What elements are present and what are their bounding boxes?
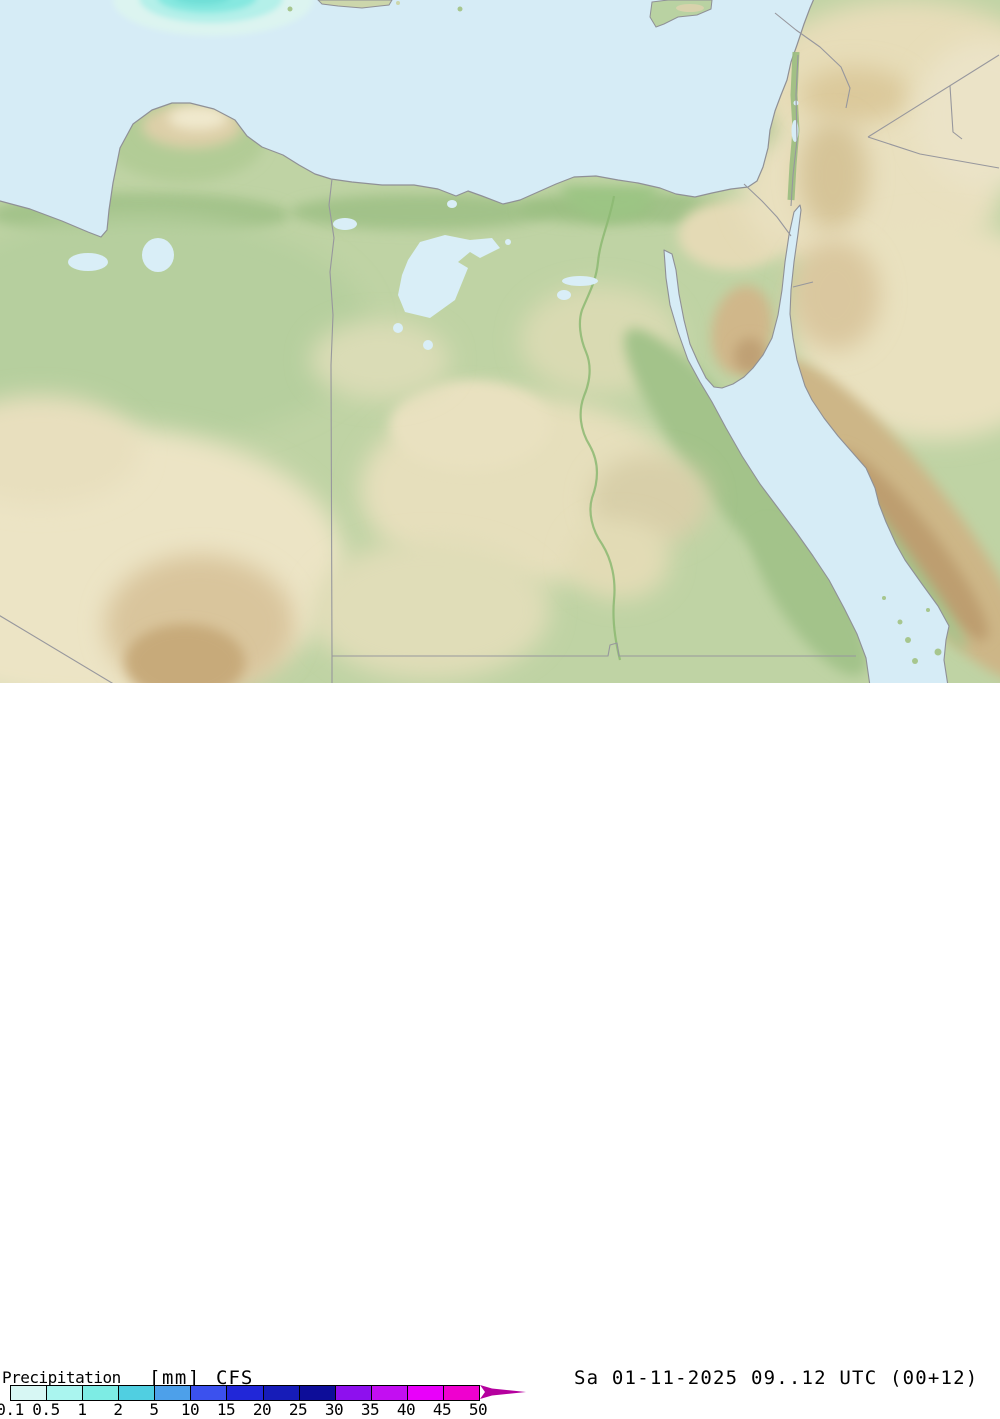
colorbar-tick-label: 2: [113, 1400, 123, 1419]
colorbar-segment: [191, 1386, 228, 1400]
border-jordan-saudi: [867, 136, 1000, 169]
colorbar-tick-label: 50: [468, 1400, 488, 1419]
colorbar-arrow: [480, 1385, 526, 1399]
border-jordan-saudi-aqaba: [792, 281, 814, 288]
colorbar-tick-label: 35: [360, 1400, 380, 1419]
colorbar-segment: [47, 1386, 84, 1400]
border-jordan-iraq: [949, 85, 963, 140]
colorbar-segment: [443, 1386, 480, 1400]
colorbar-tick-label: 40: [396, 1400, 416, 1419]
border-libya-southwest: [0, 615, 118, 687]
legend-timestamp: Sa 01-11-2025 09..12 UTC (00+12): [574, 1367, 979, 1389]
colorbar-tick-label: 25: [288, 1400, 308, 1419]
terrain-shading: [0, 0, 1000, 688]
colorbar-segment: [83, 1386, 120, 1400]
colorbar-tick-label: 0.5: [32, 1400, 60, 1419]
colorbar-tick-label: 45: [432, 1400, 452, 1419]
island-crete: [317, 0, 393, 9]
legend-bar: Precipitation [mm] CFS Sa 01-11-2025 09.…: [0, 683, 1000, 1419]
red-sea: [663, 204, 950, 687]
colorbar-tick-label: 30: [324, 1400, 344, 1419]
depression-lakes: [68, 200, 598, 350]
colorbar-ticks: 0.1 0.5 1 2 5 10 15 20 25 30 35 40 45 50: [0, 1400, 520, 1419]
cyprus-ridge: [676, 4, 704, 12]
colorbar-segment: [11, 1386, 48, 1400]
coastline: [0, 0, 815, 238]
colorbar-segment: [299, 1386, 336, 1400]
islets: [287, 6, 942, 664]
colorbar-tick-label: 0.1: [0, 1400, 24, 1419]
country-borders: [0, 12, 1000, 687]
islet: [396, 1, 400, 5]
colorbar: [10, 1385, 480, 1401]
colorbar-tick-label: 10: [180, 1400, 200, 1419]
border-egypt-israel: [743, 183, 792, 237]
colorbar-segment: [155, 1386, 192, 1400]
colorbar-tick-label: 5: [149, 1400, 159, 1419]
colorbar-tick-label: 20: [252, 1400, 272, 1419]
colorbar-tick-label: 1: [77, 1400, 87, 1419]
colorbar-segment: [335, 1386, 372, 1400]
colorbar-segment: [407, 1386, 444, 1400]
map-canvas: [0, 0, 1000, 688]
border-israel-jordan: [790, 54, 799, 207]
colorbar-tick-label: 15: [216, 1400, 236, 1419]
colorbar-segment: [371, 1386, 408, 1400]
border-libya-egypt: [328, 178, 335, 686]
colorbar-segment: [263, 1386, 300, 1400]
border-syria-jordan: [867, 54, 1000, 138]
colorbar-segment: [119, 1386, 156, 1400]
precipitation-overlay: [113, 0, 313, 36]
border-lebanon-syria: [774, 12, 851, 109]
colorbar-segment: [227, 1386, 264, 1400]
border-egypt-sudan: [332, 642, 856, 657]
weather-map: [0, 0, 1000, 688]
